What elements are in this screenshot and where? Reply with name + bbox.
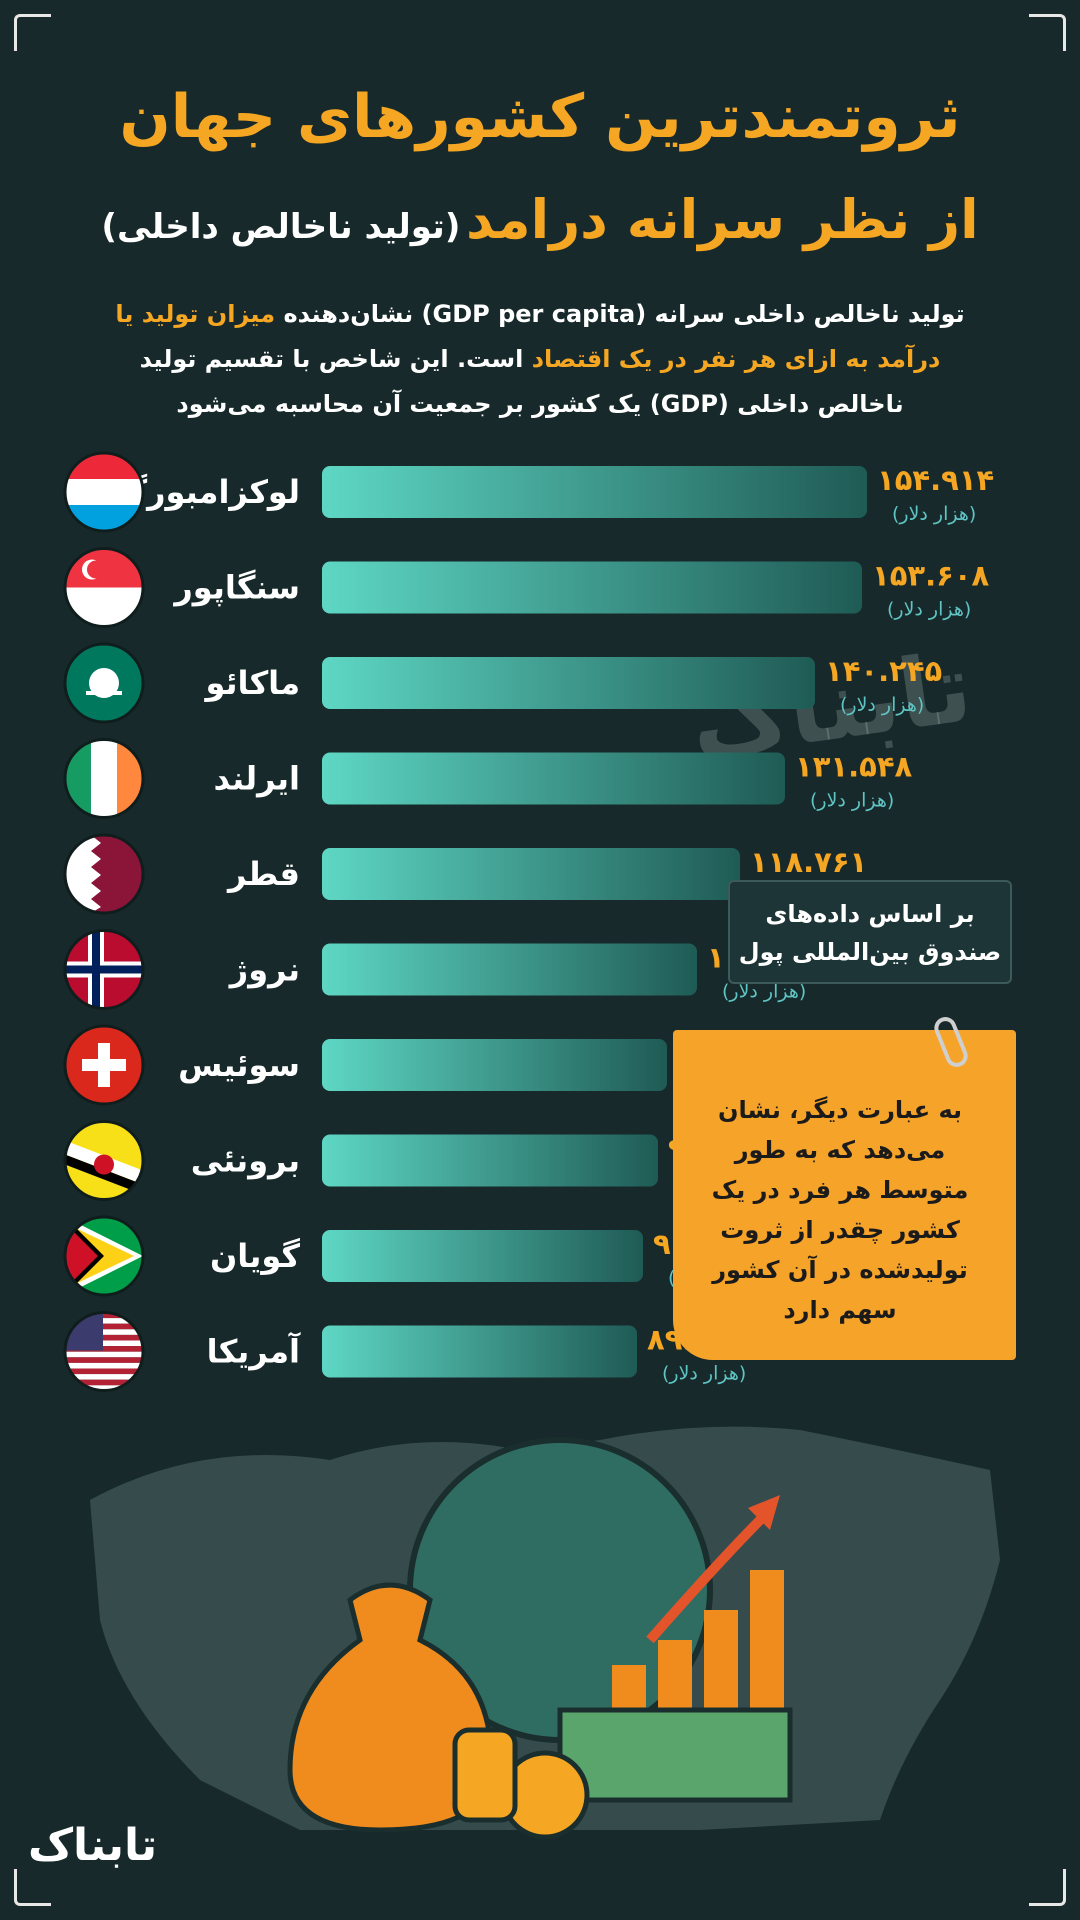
brunei-flag-icon — [63, 1120, 145, 1201]
country-label: برونئی — [191, 1142, 300, 1180]
country-label: نروژ — [228, 951, 300, 989]
money-bag-icon — [287, 1582, 494, 1833]
sticky-note — [673, 1030, 1016, 1360]
page-title: ثروتمندترین کشورهای جهان — [119, 82, 961, 152]
switzerland-flag-icon — [63, 1024, 145, 1106]
guyana-flag-icon — [63, 1215, 145, 1297]
unit-label: (هزار دلار) — [810, 790, 894, 812]
sticky-note-text: به عبارت دیگر، نشان می‌دهد که به طور متو… — [711, 1096, 969, 1324]
norway-flag-icon — [63, 929, 145, 1010]
country-label: سنگاپور — [172, 569, 300, 607]
intro-part2: است. این شاخص با تقسیم تولید ناخالص داخل… — [139, 345, 904, 418]
banknote-stack-icon — [557, 1707, 793, 1803]
wealth-illustration — [90, 1426, 1000, 1840]
bar — [322, 1230, 643, 1282]
intro-part1: تولید ناخالص داخلی سرانه (GDP per capita… — [275, 300, 965, 328]
frame-corner-bottom-right — [1029, 1869, 1066, 1906]
bar — [322, 1325, 637, 1378]
bar — [322, 561, 862, 614]
subtitle-main: از نظر سرانه درامد — [465, 188, 979, 251]
usa-flag-icon — [63, 1311, 145, 1392]
country-label: ایرلند — [214, 760, 300, 798]
frame-corner-top-left — [14, 14, 51, 51]
country-label: ماکائو — [203, 664, 300, 702]
value-label: ۱۵۴.۹۱۴ — [877, 463, 994, 497]
luxembourg-flag-icon — [63, 451, 145, 533]
value-label: ۱۱۸.۷۶۱ — [750, 845, 867, 879]
qatar-flag-icon — [63, 833, 145, 915]
country-label: قطر — [226, 855, 300, 893]
unit-label: (هزار دلار) — [887, 599, 971, 621]
bar — [322, 1039, 667, 1091]
intro-paragraph: تولید ناخالص داخلی سرانه (GDP per capita… — [100, 292, 980, 427]
country-label: سوئیس — [178, 1046, 300, 1084]
bar — [322, 657, 815, 709]
value-label: ۱۳۱.۵۴۸ — [795, 750, 913, 784]
unit-label: (هزار دلار) — [840, 694, 924, 716]
country-label: آمریکا — [207, 1332, 301, 1371]
singapore-flag-icon — [63, 547, 145, 628]
value-label: ۱۴۰.۲۴۵ — [825, 654, 942, 688]
brand-logo: تابناک — [28, 1820, 158, 1871]
bar — [322, 848, 740, 900]
country-label: گویان — [210, 1237, 300, 1275]
frame-corner-top-right — [1029, 14, 1066, 51]
unit-label: (هزار دلار) — [892, 503, 976, 525]
bar — [322, 466, 867, 518]
bar — [322, 943, 697, 996]
intro-highlight: میزان تولید یا درآمد به ازای هر نفر در ی… — [115, 300, 941, 373]
coin-stack-icon — [452, 1727, 518, 1823]
frame-corner-bottom-left — [14, 1869, 51, 1906]
growth-arrow-head — [748, 1495, 780, 1530]
country-label: لوکزامبورگ — [114, 473, 300, 511]
bar — [322, 1134, 658, 1187]
data-source-note: بر اساس داده‌های صندوق بین‌المللی پول — [728, 880, 1012, 984]
subtitle-parenthetical: (تولید ناخالص داخلی) — [101, 207, 461, 247]
value-label: ۱۵۳.۶۰۸ — [872, 559, 990, 593]
unit-label: (هزار دلار) — [662, 1363, 746, 1385]
bar — [322, 752, 785, 805]
growth-arrow-icon — [646, 1506, 774, 1644]
page-subtitle: از نظر سرانه درامد (تولید ناخالص داخلی) — [40, 188, 1040, 251]
ireland-flag-icon — [63, 738, 145, 819]
unit-label: (هزار دلار) — [722, 981, 806, 1003]
macau-flag-icon — [63, 642, 145, 724]
